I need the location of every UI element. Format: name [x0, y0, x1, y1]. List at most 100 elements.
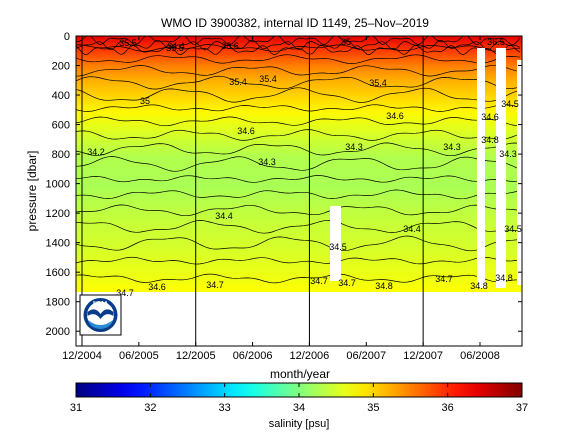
colorbar: 31 32 33 34 35 36 37 salinity [psu] — [70, 382, 528, 430]
y-axis: 0 200 400 600 800 1000 1200 1400 1600 1800 2000 — [46, 31, 522, 338]
contour-label: 35.4 — [259, 74, 277, 84]
contour-label: 34.4 — [403, 224, 421, 234]
contour-label: 34.3 — [499, 149, 517, 159]
contour-label: 34.5 — [501, 99, 519, 109]
y-tick-label: 1800 — [46, 297, 70, 309]
contour-label: 34.8 — [481, 135, 499, 145]
contour-line — [76, 142, 521, 157]
colorbar-label: salinity [psu] — [269, 418, 330, 430]
data-gap — [477, 48, 485, 288]
contour-label: 36.5 — [487, 37, 505, 47]
contour-line — [76, 116, 521, 127]
data-gap — [496, 48, 506, 288]
contour-lines — [76, 36, 521, 284]
contour-label: 34.2 — [87, 147, 105, 157]
logo-sea-icon — [88, 320, 113, 329]
annual-markers — [81, 36, 424, 346]
contour-label: 34.3 — [443, 142, 461, 152]
y-tick-label: 0 — [64, 31, 70, 43]
x-tick-label: 06/2006 — [233, 350, 273, 362]
y-tick-label: 1400 — [46, 238, 70, 250]
colorbar-tick-label: 35 — [367, 402, 379, 414]
colorbar-ticks: 31 32 33 34 35 36 37 — [70, 383, 528, 414]
contour-label: 35 — [341, 37, 351, 47]
contour-label: 34.3 — [258, 157, 276, 167]
contour-label: 34.3 — [345, 142, 363, 152]
y-tick-label: 800 — [52, 149, 70, 161]
colorbar-tick-label: 36 — [442, 402, 454, 414]
y-tick-label: 600 — [52, 120, 70, 132]
contour-label: 34.7 — [310, 276, 328, 286]
y-tick-label: 200 — [52, 61, 70, 73]
contour-line — [76, 75, 521, 90]
contour-label: 35.4 — [229, 77, 247, 87]
x-tick-label: 06/2007 — [346, 350, 386, 362]
contour-line — [76, 129, 521, 141]
contour-line — [76, 235, 521, 252]
contour-label: 34.4 — [167, 41, 185, 51]
contour-label: 34.8 — [495, 273, 513, 283]
data-gap — [517, 60, 522, 285]
x-axis: 12/2004 06/2005 12/2005 06/2006 12/2006 06/20… — [62, 36, 500, 362]
colorbar-tick-label: 34 — [293, 402, 305, 414]
contour-line — [76, 104, 521, 112]
y-axis-label: pressure [dbar] — [25, 151, 39, 232]
colorbar-tick-label: 32 — [144, 402, 156, 414]
contour-label: 35 — [140, 96, 150, 106]
y-tick-label: 1200 — [46, 208, 70, 220]
contour-label: 34.8 — [470, 281, 488, 291]
data-gap — [330, 206, 341, 281]
logo-bird-icon — [87, 309, 114, 319]
contour-label: 35.5 — [119, 38, 137, 48]
contour-line — [76, 87, 521, 103]
x-tick-label: 06/2005 — [119, 350, 159, 362]
x-tick-label: 06/2008 — [460, 350, 500, 362]
colorbar-tick-label: 33 — [219, 402, 231, 414]
contour-line — [76, 156, 521, 172]
chart-title: WMO ID 3900382, internal ID 1149, 25–Nov… — [161, 16, 429, 30]
surface-contour — [76, 44, 521, 56]
y-tick-label: 1600 — [46, 267, 70, 279]
y-tick-label: 2000 — [46, 326, 70, 338]
y-tick-label: 1000 — [46, 179, 70, 191]
data-gaps — [330, 48, 522, 288]
colorbar-tick-label: 37 — [516, 402, 528, 414]
x-axis-label: month/year — [270, 367, 330, 381]
x-tick-label: 12/2006 — [290, 350, 330, 362]
contour-label: 34.8 — [375, 281, 393, 291]
contour-line — [76, 189, 521, 200]
contour-line — [76, 54, 521, 64]
contour-line — [76, 175, 521, 183]
contour-label: 34.7 — [338, 278, 356, 288]
contour-label: 34.5 — [329, 242, 347, 252]
salinity-field — [76, 36, 522, 292]
contour-line — [76, 204, 521, 217]
x-tick-label: 12/2007 — [403, 350, 443, 362]
contour-label: 34.7 — [116, 288, 134, 298]
plot-frame — [75, 35, 523, 347]
logo-text: NOAA — [93, 301, 108, 307]
contour-label: 34.7 — [206, 280, 224, 290]
contour-label: 34.6 — [237, 126, 255, 136]
contour-label: 35.5 — [166, 43, 184, 53]
contour-label: 34.7 — [435, 274, 453, 284]
contour-label: 34.4 — [215, 211, 233, 221]
contour-labels: 35.5 35.535.4 35.435.43534.634.634.234.334… — [87, 37, 522, 298]
surface-contour — [76, 36, 521, 45]
noaa-logo: NOAA — [79, 294, 122, 336]
contour-line — [76, 64, 521, 77]
contour-label: 34.5 — [504, 224, 522, 234]
contour-line — [76, 44, 521, 52]
plot-area: 35.5 35.535.4 35.435.43534.634.634.234.334… — [46, 31, 523, 362]
contour-line — [76, 273, 521, 284]
contour-label: 35.4 — [369, 78, 387, 88]
contour-label: 34.6 — [481, 112, 499, 122]
x-tick-label: 12/2004 — [62, 350, 102, 362]
contour-label: 34.6 — [386, 111, 404, 121]
contour-label: 34.6 — [148, 282, 166, 292]
y-tick-label: 400 — [52, 90, 70, 102]
x-tick-label: 12/2005 — [176, 350, 216, 362]
surface-contour — [76, 39, 521, 51]
